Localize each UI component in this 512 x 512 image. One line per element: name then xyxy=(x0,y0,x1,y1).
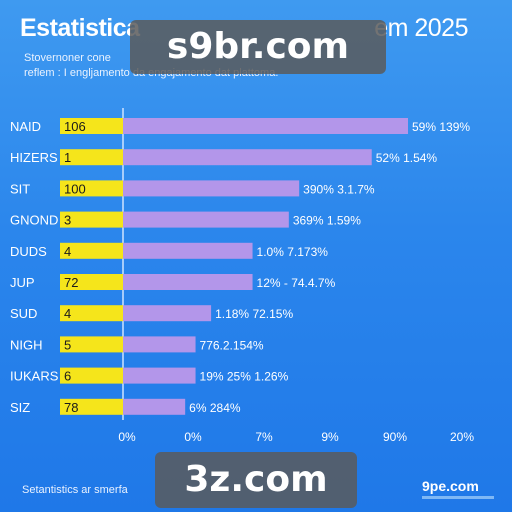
category-value-label: 4 xyxy=(64,244,71,259)
footer-brand-text: 9pe.com xyxy=(422,478,479,494)
category-value-box xyxy=(60,118,123,134)
category-value-label: 6 xyxy=(64,369,71,384)
x-tick-label: 20% xyxy=(450,430,474,444)
category-value-label: 3 xyxy=(64,213,71,228)
bar xyxy=(123,149,372,166)
category-label: SUD xyxy=(10,306,37,321)
category-value-box xyxy=(60,367,123,384)
category-value-box xyxy=(60,274,123,290)
category-value-box xyxy=(60,242,123,259)
x-tick-label: 7% xyxy=(255,430,273,444)
bar-data-label: 390% 3.1.7% xyxy=(303,182,375,196)
bar xyxy=(123,274,253,290)
category-value-label: 106 xyxy=(64,119,86,134)
category-label: NIGH xyxy=(10,337,43,352)
category-label: NAID xyxy=(10,119,41,134)
footer-source: Setantistics ar smerfa xyxy=(22,484,128,496)
category-label: JUP xyxy=(10,275,35,290)
category-value-label: 1 xyxy=(64,150,71,165)
watermark-bottom: 3z.com xyxy=(155,452,357,508)
bar-data-label: 1.0% 7.173% xyxy=(257,245,329,259)
chart-title-end: em 2025 xyxy=(374,14,468,42)
category-value-label: 4 xyxy=(64,306,71,321)
bar-data-label: 19% 25% 1.26% xyxy=(200,370,289,384)
bar-data-label: 12% - 74.4.7% xyxy=(257,276,336,290)
category-value-label: 100 xyxy=(64,181,86,196)
footer-brand: 9pe.com xyxy=(422,478,494,499)
category-label: GNOND xyxy=(10,213,58,228)
bar-data-label: 59% 139% xyxy=(412,120,470,134)
footer-brand-underline xyxy=(422,496,494,499)
bar-data-label: 1.18% 72.15% xyxy=(215,307,293,321)
category-value-box xyxy=(60,398,123,415)
x-tick-label: 90% xyxy=(383,430,407,444)
bar-data-label: 52% 1.54% xyxy=(376,151,438,165)
bar-data-label: 776.2.154% xyxy=(200,338,264,352)
bar xyxy=(123,118,408,134)
category-label: SIT xyxy=(10,181,30,196)
subtitle-line-1: Stovernoner cone xyxy=(24,52,111,64)
category-value-box xyxy=(60,149,123,166)
category-value-label: 5 xyxy=(64,337,71,352)
bar xyxy=(123,180,300,197)
bar-data-label: 6% 284% xyxy=(189,401,241,415)
bar xyxy=(123,211,289,228)
x-tick-label: 9% xyxy=(321,430,339,444)
category-value-box xyxy=(60,180,123,197)
bar xyxy=(123,367,196,384)
category-label: DUDS xyxy=(10,244,47,259)
category-label: SIZ xyxy=(10,400,30,415)
bar xyxy=(123,398,186,415)
bar xyxy=(123,305,212,322)
bar-data-label: 369% 1.59% xyxy=(293,214,361,228)
chart-title: Estatistica em 2025 xyxy=(20,14,490,43)
category-label: HIZERS xyxy=(10,150,58,165)
x-tick-label: 0% xyxy=(118,430,136,444)
category-value-label: 72 xyxy=(64,275,78,290)
bar xyxy=(123,336,196,353)
category-value-box xyxy=(60,336,123,353)
category-value-label: 78 xyxy=(64,400,78,415)
watermark-top: s9br.com xyxy=(130,20,386,74)
category-label: IUKARS xyxy=(10,369,59,384)
bar xyxy=(123,242,253,259)
chart-title-start: Estatistica xyxy=(20,14,140,42)
category-value-box xyxy=(60,305,123,322)
x-tick-label: 0% xyxy=(184,430,202,444)
category-value-box xyxy=(60,211,123,228)
